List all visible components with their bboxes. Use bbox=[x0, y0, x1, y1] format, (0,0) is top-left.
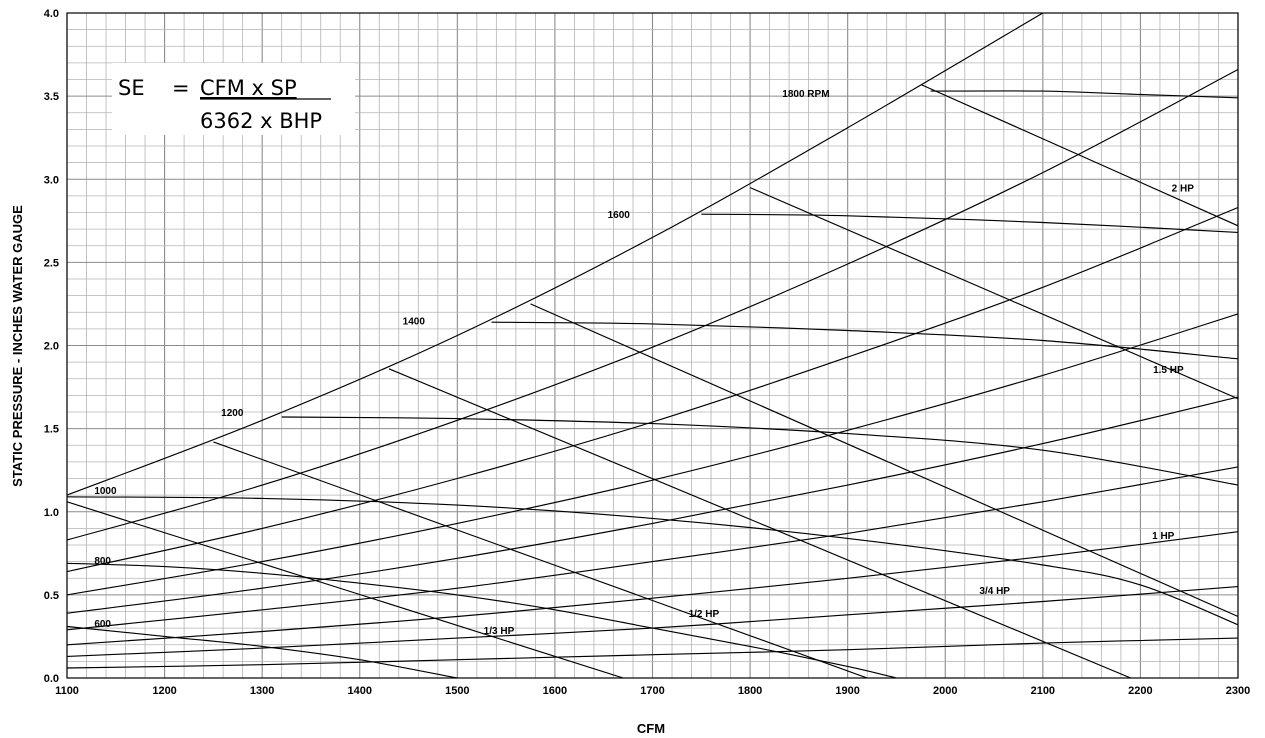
horsepower-line bbox=[920, 83, 1238, 227]
y-tick-label: 0.0 bbox=[44, 673, 59, 685]
horsepower-line bbox=[530, 303, 1238, 618]
curve-label: 800 bbox=[94, 556, 111, 567]
x-tick-label: 2200 bbox=[1128, 685, 1152, 697]
system-curve bbox=[67, 313, 1238, 596]
curve-label: 1 HP bbox=[1152, 531, 1175, 542]
x-tick-label: 1700 bbox=[640, 685, 664, 697]
formula-box: SE = CFM x SP 6362 x BHP bbox=[112, 63, 355, 135]
x-tick-label: 1300 bbox=[250, 685, 274, 697]
rpm-curve bbox=[67, 625, 458, 678]
x-tick-label: 2000 bbox=[933, 685, 957, 697]
tick-labels: 1100 1200 1300 1400 1500 1600 1700 1800 1900 2000… bbox=[44, 8, 1251, 697]
plot-frame bbox=[66, 12, 1239, 679]
x-tick-label: 1400 bbox=[348, 685, 372, 697]
formula-equals: = bbox=[172, 76, 190, 100]
horsepower-line bbox=[749, 187, 1238, 400]
curve-label: 2 HP bbox=[1172, 184, 1195, 195]
x-tick-label: 1200 bbox=[152, 685, 176, 697]
system-curve bbox=[67, 396, 1238, 614]
formula-denominator: 6362 x BHP bbox=[200, 109, 322, 133]
x-tick-label: 2100 bbox=[1031, 685, 1055, 697]
y-tick-label: 3.0 bbox=[44, 174, 59, 186]
curve-label: 1600 bbox=[608, 210, 631, 221]
curve-label: 1/3 HP bbox=[484, 626, 515, 637]
rpm-curve bbox=[67, 496, 1238, 626]
x-axis-title: CFM bbox=[637, 721, 665, 736]
y-tick-label: 1.0 bbox=[44, 507, 59, 519]
y-tick-label: 2.0 bbox=[44, 341, 59, 353]
curve-label: 1200 bbox=[221, 408, 244, 419]
rpm-curve bbox=[491, 321, 1238, 360]
system-curve bbox=[67, 13, 1044, 496]
curve-label: 1/2 HP bbox=[689, 609, 720, 620]
y-tick-label: 0.5 bbox=[44, 590, 59, 602]
system-curve bbox=[67, 68, 1238, 541]
y-tick-label: 4.0 bbox=[44, 8, 59, 20]
y-tick-label: 3.5 bbox=[44, 91, 59, 103]
y-axis-title: STATIC PRESSURE - INCHES WATER GAUGE bbox=[10, 205, 25, 487]
curve-labels: 600 800 1000 1200 1400 1600 1800 RPM 2 HP 1.5 HP… bbox=[94, 89, 1194, 637]
rpm-curve bbox=[701, 213, 1238, 233]
horsepower-line bbox=[388, 368, 1131, 678]
horsepower-line bbox=[213, 441, 868, 678]
rpm-curve bbox=[930, 90, 1238, 99]
rpm-curve bbox=[67, 562, 897, 678]
curve-label: 1000 bbox=[94, 486, 117, 497]
x-tick-label: 1100 bbox=[55, 685, 79, 697]
x-tick-label: 1800 bbox=[738, 685, 762, 697]
curve-label: 600 bbox=[94, 619, 111, 630]
y-tick-label: 1.5 bbox=[44, 424, 59, 436]
system-curve bbox=[67, 531, 1238, 646]
curves bbox=[67, 13, 1238, 678]
rpm-curve bbox=[281, 416, 1238, 486]
system-curve bbox=[67, 466, 1238, 631]
x-tick-label: 1500 bbox=[445, 685, 469, 697]
x-tick-label: 1900 bbox=[835, 685, 859, 697]
curve-label: 1.5 HP bbox=[1153, 365, 1184, 376]
horsepower-line bbox=[67, 501, 624, 678]
system-curve bbox=[67, 637, 1238, 669]
formula-lhs: SE bbox=[118, 76, 145, 100]
formula-numerator: CFM x SP bbox=[200, 76, 297, 100]
x-tick-label: 2300 bbox=[1226, 685, 1250, 697]
system-curve bbox=[67, 206, 1238, 573]
curve-label: 3/4 HP bbox=[979, 586, 1010, 597]
curve-label: 1400 bbox=[403, 317, 426, 328]
curve-label: 1800 RPM bbox=[782, 89, 829, 100]
y-tick-label: 2.5 bbox=[44, 257, 59, 269]
x-tick-label: 1600 bbox=[543, 685, 567, 697]
